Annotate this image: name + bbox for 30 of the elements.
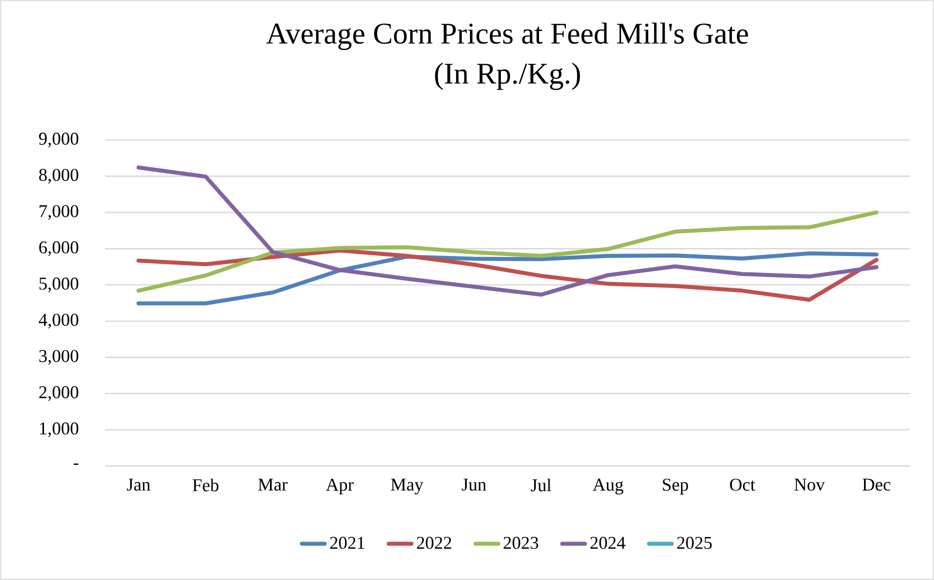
x-tick-label: Apr [326,478,354,494]
y-tick-label: 7,000 [40,205,78,220]
y-tick-label: 3,000 [39,350,78,365]
x-tick-label: Jul [530,478,552,492]
y-tick-label: 1,000 [40,422,78,438]
legend-label: 2022 [416,536,452,549]
legend-label: 2023 [504,536,538,549]
x-tick-label: Mar [258,478,288,491]
legend-label: 2021 [330,536,364,549]
x-tick-label: May [390,478,424,494]
x-tick-label: Sep [662,478,688,494]
x-tick-label: Dec [862,478,890,491]
y-tick-label: 5,000 [40,278,78,292]
y-tick-label: 9,000 [39,132,78,148]
x-tick-label: Jan [126,478,150,491]
x-tick-label: Feb [192,478,218,492]
y-tick-label: 6,000 [39,241,78,256]
line-series [136,210,878,293]
chart-title: Average Corn Prices at Feed Mill's Gate [266,22,748,50]
legend-label: 2025 [677,536,712,549]
x-tick-label: Oct [730,478,756,491]
legend-label: 2024 [590,536,626,549]
x-tick-label: Aug [592,478,624,494]
y-tick-label: - [74,464,78,465]
x-tick-label: Jun [462,478,486,491]
x-tick-label: Nov [794,478,825,491]
y-tick-label: 8,000 [39,168,78,184]
y-tick-label: 2,000 [39,386,78,401]
chart-subtitle: (In Rp./Kg.) [435,62,580,90]
y-tick-label: 4,000 [38,314,78,328]
